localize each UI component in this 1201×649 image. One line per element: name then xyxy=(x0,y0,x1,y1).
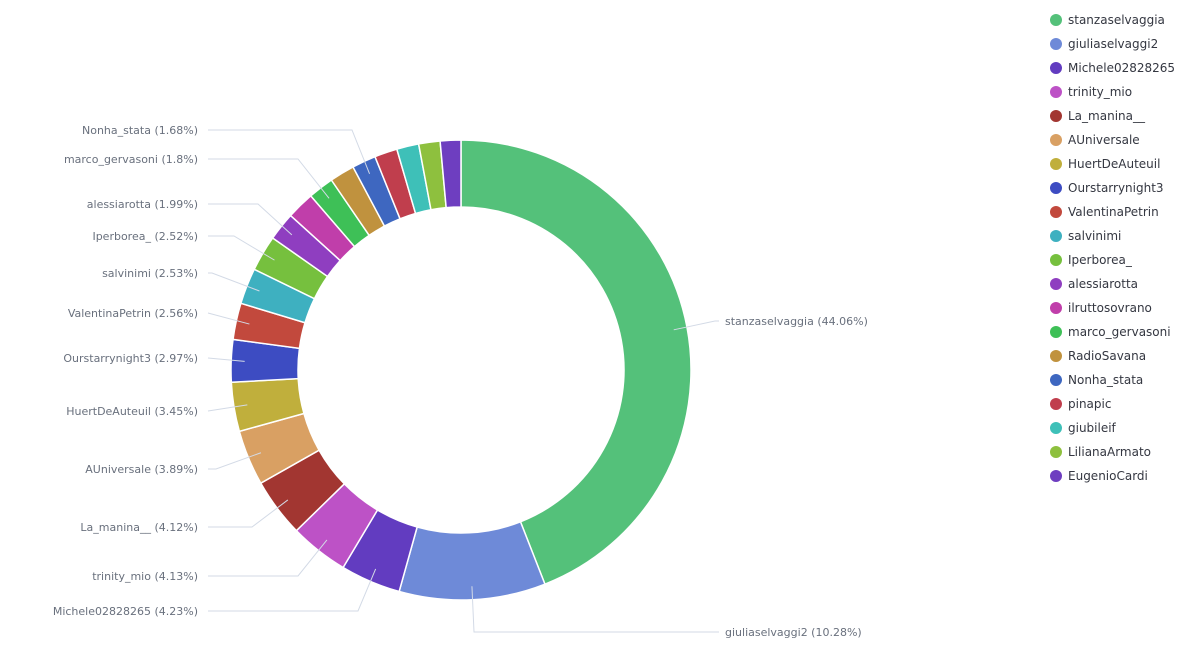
slice-label-valentinapetrin: ValentinaPetrin (2.56%) xyxy=(68,307,198,320)
legend-swatch xyxy=(1050,302,1062,314)
legend-label: giubileif xyxy=(1068,421,1116,435)
slice-label-alessiarotta: alessiarotta (1.99%) xyxy=(87,198,198,211)
legend-swatch xyxy=(1050,374,1062,386)
slice-label-la-manina: La_manina__ (4.12%) xyxy=(80,521,198,534)
legend-swatch xyxy=(1050,470,1062,482)
legend-label: ilruttosovrano xyxy=(1068,301,1152,315)
slice-label-huertdeauteuil: HuertDeAuteuil (3.45%) xyxy=(66,405,198,418)
legend-swatch xyxy=(1050,446,1062,458)
leader-line-auniversale xyxy=(208,452,262,470)
legend-swatch xyxy=(1050,158,1062,170)
legend-swatch xyxy=(1050,38,1062,50)
legend-swatch xyxy=(1050,398,1062,410)
slice-label-marco-gervasoni: marco_gervasoni (1.8%) xyxy=(64,153,198,166)
slice-label-salvinimi: salvinimi (2.53%) xyxy=(102,267,198,280)
legend-label: LilianaArmato xyxy=(1068,445,1152,459)
legend-swatch xyxy=(1050,230,1062,242)
legend-swatch xyxy=(1050,350,1062,362)
legend-label: HuertDeAuteuil xyxy=(1068,157,1161,171)
legend-label: AUniversale xyxy=(1068,133,1140,147)
slice-label-stanzaselvaggia: stanzaselvaggia (44.06%) xyxy=(725,315,868,328)
legend-swatch xyxy=(1050,110,1062,122)
legend-label: EugenioCardi xyxy=(1068,469,1148,483)
legend-label: Iperborea_ xyxy=(1068,253,1132,267)
slice-label-giuliaselvaggi2: giuliaselvaggi2 (10.28%) xyxy=(725,626,862,639)
slice-label-trinity-mio: trinity_mio (4.13%) xyxy=(92,570,198,583)
legend-label: giuliaselvaggi2 xyxy=(1068,37,1159,51)
legend-label: trinity_mio xyxy=(1068,85,1133,99)
legend-label: salvinimi xyxy=(1068,229,1122,243)
leader-line-la-manina xyxy=(208,499,289,528)
legend-label: alessiarotta xyxy=(1068,277,1139,291)
slice-label-iperborea: Iperborea_ (2.52%) xyxy=(92,230,198,243)
leader-line-nonha-stata xyxy=(208,129,371,174)
slice-stanzaselvaggia[interactable] xyxy=(460,139,692,586)
leader-line-alessiarotta xyxy=(208,203,293,236)
legend-label: stanzaselvaggia xyxy=(1068,13,1165,27)
slice-label-michele02828265: Michele02828265 (4.23%) xyxy=(53,605,198,618)
legend-swatch xyxy=(1050,182,1062,194)
slice-label-auniversale: AUniversale (3.89%) xyxy=(85,463,198,476)
legend-label: pinapic xyxy=(1068,397,1112,411)
legend-swatch xyxy=(1050,86,1062,98)
legend-swatch xyxy=(1050,62,1062,74)
leader-line-salvinimi xyxy=(208,272,260,292)
legend-label: ValentinaPetrin xyxy=(1068,205,1159,219)
leader-line-huertdeauteuil xyxy=(207,404,248,412)
legend-label: Michele02828265 xyxy=(1068,61,1176,75)
leader-line-ourstarrynight3 xyxy=(207,357,245,362)
leader-line-stanzaselvaggia xyxy=(673,320,719,331)
slice-label-nonha-stata: Nonha_stata (1.68%) xyxy=(82,124,198,137)
leader-line-trinity-mio xyxy=(208,539,328,577)
slice-label-ourstarrynight3: Ourstarrynight3 (2.97%) xyxy=(63,352,198,365)
legend-swatch xyxy=(1050,134,1062,146)
legend-label: RadioSavana xyxy=(1068,349,1147,363)
legend-swatch xyxy=(1050,14,1062,26)
legend-swatch xyxy=(1050,206,1062,218)
legend-label: Ourstarrynight3 xyxy=(1068,181,1164,195)
slice-eugeniocardi[interactable] xyxy=(439,139,462,209)
legend-swatch xyxy=(1050,422,1062,434)
leader-line-valentinapetrin xyxy=(207,312,250,325)
leader-line-michele02828265 xyxy=(208,568,377,612)
legend-swatch xyxy=(1050,254,1062,266)
legend-label: La_manina__ xyxy=(1068,109,1145,123)
legend-swatch xyxy=(1050,326,1062,338)
legend-swatch xyxy=(1050,278,1062,290)
leader-line-marco-gervasoni xyxy=(208,158,330,199)
legend-label: marco_gervasoni xyxy=(1068,325,1171,339)
legend-label: Nonha_stata xyxy=(1068,373,1144,387)
leader-line-iperborea xyxy=(208,235,275,261)
leader-line-giuliaselvaggi2 xyxy=(471,586,719,633)
